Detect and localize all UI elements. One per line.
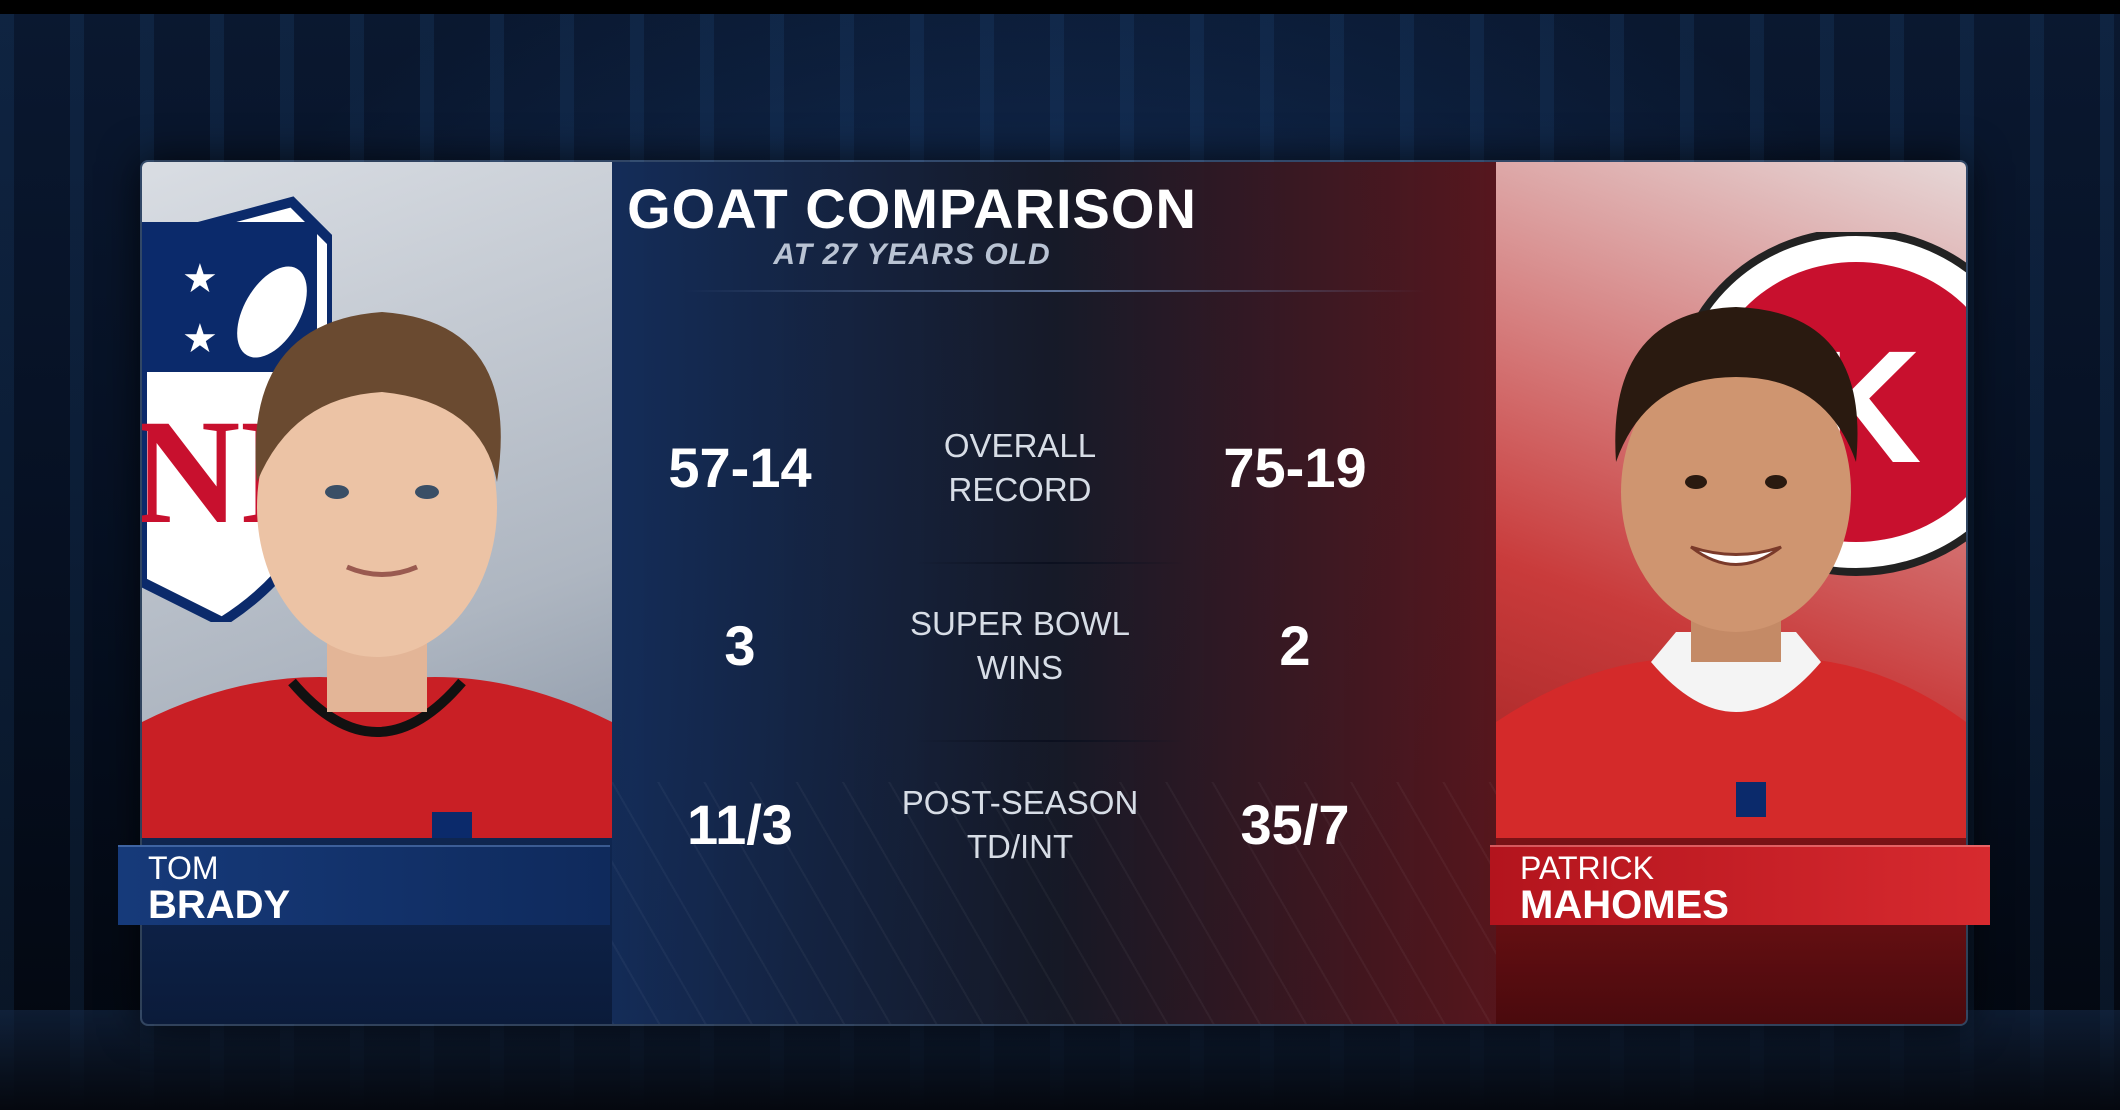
left-player-first-name: TOM bbox=[148, 850, 219, 886]
right-stat-value: 75-19 bbox=[1223, 436, 1367, 499]
stat-row-super-bowl-wins: 3 SUPER BOWL WINS 2 bbox=[610, 566, 1490, 726]
stat-label: POST-SEASON TD/INT bbox=[900, 745, 1140, 905]
stat-label-line: POST-SEASON bbox=[901, 784, 1139, 821]
svg-text:★: ★ bbox=[182, 316, 218, 362]
top-bar bbox=[0, 0, 2120, 14]
stat-label-line: RECORD bbox=[948, 471, 1092, 508]
stat-row-overall-record: 57-14 OVERALL RECORD 75-19 bbox=[610, 388, 1490, 548]
left-player-last-name: BRADY bbox=[148, 883, 291, 927]
stat-label-line: WINS bbox=[976, 649, 1064, 686]
left-stat-value: 57-14 bbox=[668, 436, 812, 499]
stats-center-panel bbox=[612, 162, 1496, 1024]
left-stat-value: 11/3 bbox=[687, 793, 793, 856]
stat-label-line: SUPER BOWL bbox=[909, 605, 1131, 642]
row-divider bbox=[915, 740, 1185, 742]
stat-label: OVERALL RECORD bbox=[900, 388, 1140, 548]
stat-label-line: TD/INT bbox=[966, 828, 1074, 865]
graphic-subtitle: AT 27 YEARS OLD bbox=[773, 238, 1051, 271]
row-divider bbox=[915, 562, 1185, 564]
graphic-title: GOAT COMPARISON bbox=[627, 177, 1197, 240]
svg-text:★: ★ bbox=[182, 256, 218, 302]
right-player-first-name: PATRICK bbox=[1520, 850, 1654, 886]
left-player-nameplate: TOM BRADY bbox=[118, 845, 610, 925]
right-player-nameplate: PATRICK MAHOMES bbox=[1490, 845, 1990, 925]
right-stat-value: 2 bbox=[1279, 614, 1311, 677]
stat-label: SUPER BOWL WINS bbox=[900, 566, 1140, 726]
stat-label-line: OVERALL bbox=[943, 427, 1097, 464]
stat-row-post-season-td-int: 11/3 POST-SEASON TD/INT 35/7 bbox=[610, 745, 1490, 905]
right-player-last-name: MAHOMES bbox=[1520, 883, 1729, 927]
left-stat-value: 3 bbox=[724, 614, 756, 677]
patrick-mahomes-photo bbox=[1496, 307, 1966, 842]
studio-floor bbox=[0, 1010, 2120, 1110]
title-divider bbox=[685, 290, 1425, 292]
tom-brady-photo bbox=[142, 312, 612, 842]
right-stat-value: 35/7 bbox=[1240, 793, 1350, 856]
